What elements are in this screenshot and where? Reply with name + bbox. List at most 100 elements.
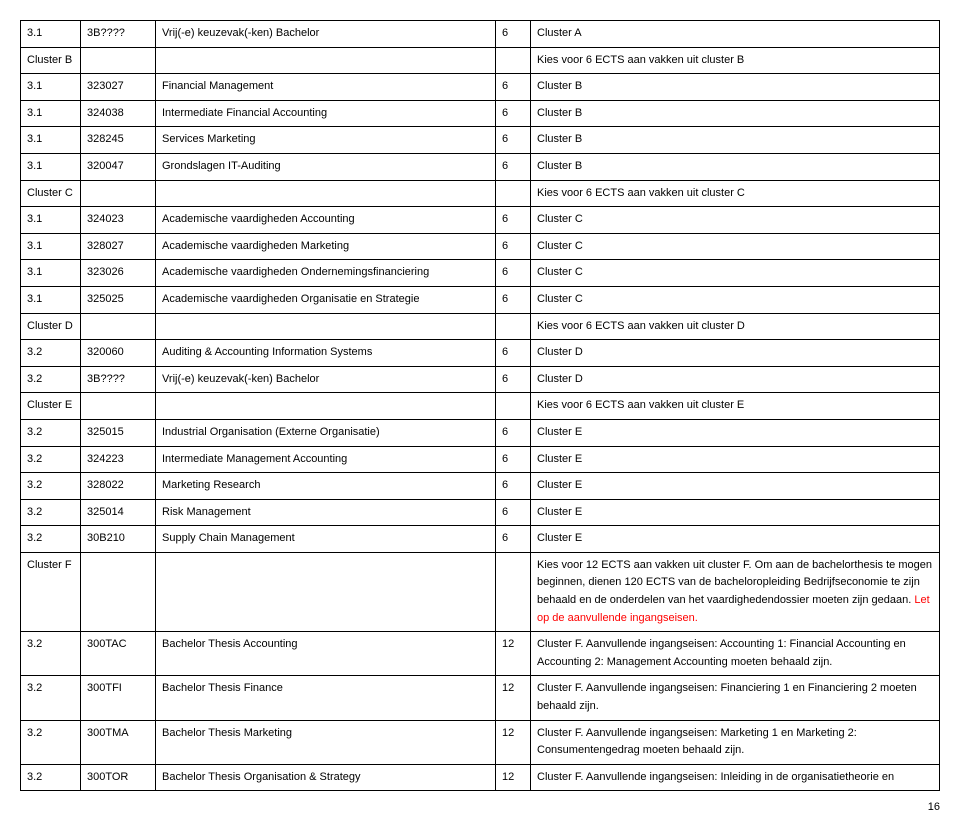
table-cell: 12 — [496, 632, 531, 676]
table-row: 3.23B????Vrij(-e) keuzevak(-ken) Bachelo… — [21, 366, 940, 393]
table-cell: Cluster E — [531, 446, 940, 473]
table-cell: Cluster B — [531, 74, 940, 101]
table-cell — [156, 552, 496, 631]
table-row: 3.1325025Academische vaardigheden Organi… — [21, 286, 940, 313]
table-cell: 30B210 — [81, 526, 156, 553]
table-cell: 6 — [496, 526, 531, 553]
table-cell: 3.2 — [21, 526, 81, 553]
table-cell: Cluster C — [531, 233, 940, 260]
table-row: 3.2324223Intermediate Management Account… — [21, 446, 940, 473]
table-cell: 3.2 — [21, 446, 81, 473]
table-cell: Grondslagen IT-Auditing — [156, 153, 496, 180]
table-cell — [81, 393, 156, 420]
table-cell: Risk Management — [156, 499, 496, 526]
table-row: 3.2320060Auditing & Accounting Informati… — [21, 340, 940, 367]
table-cell: 3.1 — [21, 74, 81, 101]
table-row: Cluster EKies voor 6 ECTS aan vakken uit… — [21, 393, 940, 420]
table-cell: 3.1 — [21, 207, 81, 234]
table-cell: 324223 — [81, 446, 156, 473]
table-cell: Cluster F — [21, 552, 81, 631]
table-cell: 323027 — [81, 74, 156, 101]
table-cell: 3B???? — [81, 21, 156, 48]
table-cell: Cluster E — [531, 473, 940, 500]
table-cell: 3.2 — [21, 676, 81, 720]
table-cell: 6 — [496, 446, 531, 473]
table-cell: 3.1 — [21, 233, 81, 260]
table-cell: Vrij(-e) keuzevak(-ken) Bachelor — [156, 21, 496, 48]
table-cell: 6 — [496, 21, 531, 48]
table-cell: Cluster D — [531, 366, 940, 393]
table-cell: Cluster C — [531, 260, 940, 287]
table-row: 3.2328022Marketing Research6Cluster E — [21, 473, 940, 500]
table-cell — [81, 313, 156, 340]
table-cell: 3.1 — [21, 100, 81, 127]
table-row: 3.1324038Intermediate Financial Accounti… — [21, 100, 940, 127]
table-row: Cluster CKies voor 6 ECTS aan vakken uit… — [21, 180, 940, 207]
table-cell: Cluster A — [531, 21, 940, 48]
table-cell: 320060 — [81, 340, 156, 367]
table-cell — [156, 393, 496, 420]
table-row: 3.2300TACBachelor Thesis Accounting12Clu… — [21, 632, 940, 676]
table-cell — [81, 47, 156, 74]
table-cell: 3.2 — [21, 720, 81, 764]
table-cell: Bachelor Thesis Organisation & Strategy — [156, 764, 496, 791]
table-cell: Cluster F. Aanvullende ingangseisen: Inl… — [531, 764, 940, 791]
course-table: 3.13B????Vrij(-e) keuzevak(-ken) Bachelo… — [20, 20, 940, 791]
page-number: 16 — [20, 801, 940, 813]
table-cell — [156, 313, 496, 340]
table-row: Cluster B Kies voor 6 ECTS aan vakken uit… — [21, 47, 940, 74]
table-row: 3.2300TFIBachelor Thesis Finance12Cluste… — [21, 676, 940, 720]
table-cell: Vrij(-e) keuzevak(-ken) Bachelor — [156, 366, 496, 393]
table-cell: Kies voor 6 ECTS aan vakken uit cluster … — [531, 47, 940, 74]
table-cell: 3.2 — [21, 473, 81, 500]
table-cell: Kies voor 6 ECTS aan vakken uit cluster … — [531, 393, 940, 420]
table-row: 3.13B????Vrij(-e) keuzevak(-ken) Bachelo… — [21, 21, 940, 48]
table-cell: Academische vaardigheden Ondernemingsfin… — [156, 260, 496, 287]
table-cell: 6 — [496, 419, 531, 446]
table-cell: Bachelor Thesis Marketing — [156, 720, 496, 764]
table-row: 3.1324023Academische vaardigheden Accoun… — [21, 207, 940, 234]
table-cell: 6 — [496, 127, 531, 154]
table-cell: Cluster F. Aanvullende ingangseisen: Mar… — [531, 720, 940, 764]
table-cell: 3.1 — [21, 127, 81, 154]
table-cell: Cluster C — [531, 207, 940, 234]
table-cell: 3.1 — [21, 286, 81, 313]
table-cell: 6 — [496, 473, 531, 500]
table-cell — [156, 47, 496, 74]
table-cell: 6 — [496, 153, 531, 180]
table-cell: 3B???? — [81, 366, 156, 393]
table-cell — [496, 552, 531, 631]
table-cell: 6 — [496, 207, 531, 234]
table-cell: Marketing Research — [156, 473, 496, 500]
table-cell: 6 — [496, 499, 531, 526]
table-cell: Kies voor 6 ECTS aan vakken uit cluster … — [531, 313, 940, 340]
table-cell: 323026 — [81, 260, 156, 287]
table-cell: Cluster D — [531, 340, 940, 367]
table-cell: 12 — [496, 676, 531, 720]
table-cell: Academische vaardigheden Organisatie en … — [156, 286, 496, 313]
table-row: Cluster DKies voor 6 ECTS aan vakken uit… — [21, 313, 940, 340]
table-cell — [496, 47, 531, 74]
table-row: 3.1323026Academische vaardigheden Ondern… — [21, 260, 940, 287]
table-cell: Supply Chain Management — [156, 526, 496, 553]
table-cell: 300TFI — [81, 676, 156, 720]
table-cell: 3.2 — [21, 419, 81, 446]
table-cell — [496, 393, 531, 420]
table-cell: 325025 — [81, 286, 156, 313]
table-cell: 300TMA — [81, 720, 156, 764]
table-cell: 6 — [496, 100, 531, 127]
table-cell: Services Marketing — [156, 127, 496, 154]
table-cell: Intermediate Financial Accounting — [156, 100, 496, 127]
table-cell: Cluster F. Aanvullende ingangseisen: Acc… — [531, 632, 940, 676]
table-cell: Cluster C — [21, 180, 81, 207]
table-cell: Cluster B — [21, 47, 81, 74]
table-cell: 3.1 — [21, 153, 81, 180]
table-cell: 324038 — [81, 100, 156, 127]
table-cell: 328027 — [81, 233, 156, 260]
table-cell — [81, 180, 156, 207]
table-row: 3.2325014Risk Management6Cluster E — [21, 499, 940, 526]
table-cell: Industrial Organisation (Externe Organis… — [156, 419, 496, 446]
table-cell: Cluster C — [531, 286, 940, 313]
table-cell: Cluster F. Aanvullende ingangseisen: Fin… — [531, 676, 940, 720]
table-row: Cluster FKies voor 12 ECTS aan vakken ui… — [21, 552, 940, 631]
